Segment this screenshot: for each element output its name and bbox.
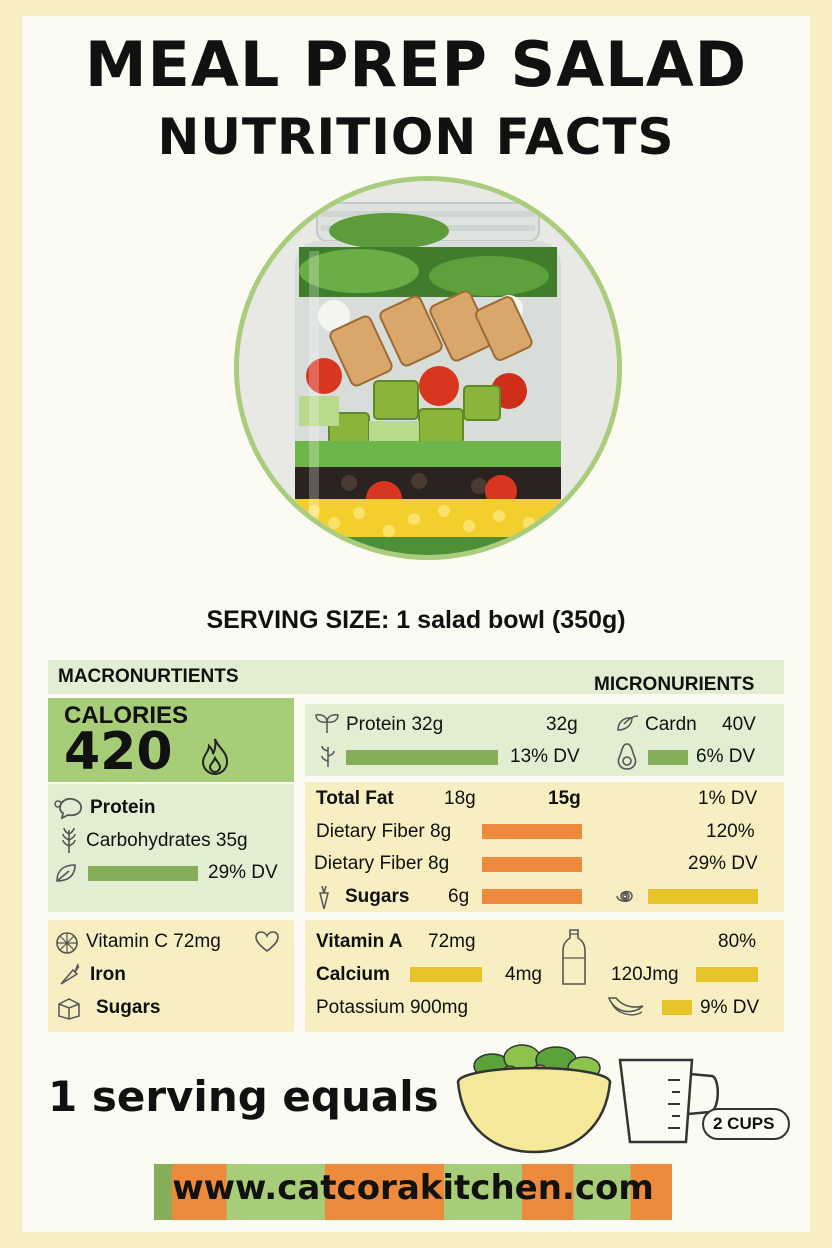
measuring-cup-icon xyxy=(616,1054,726,1151)
citrus-icon xyxy=(54,930,80,961)
cardn-dv-bar xyxy=(648,750,688,765)
calcium-label: Calcium xyxy=(316,964,390,985)
potassium-bar xyxy=(662,1000,692,1015)
protein-value: 32g xyxy=(546,714,578,735)
carbohydrates-dv-bar xyxy=(88,866,198,881)
protein-dv-bar xyxy=(346,750,498,765)
micronutrients-label: MICRONURIENTS xyxy=(594,674,755,695)
carbohydrates-dv: 29% DV xyxy=(208,862,278,883)
dietary-fiber-label-1: Dietary Fiber 8g xyxy=(316,821,452,842)
flame-icon xyxy=(198,736,232,781)
calcium-value-2: 120Jmg xyxy=(611,964,679,985)
macronutrients-label: MACRONURTIENTS xyxy=(58,666,239,687)
protein-dv: 13% DV xyxy=(510,746,580,767)
macro-protein-label: Protein xyxy=(90,797,156,818)
vitamin-a-value: 72mg xyxy=(428,931,476,952)
cardn-value: 40V xyxy=(722,714,756,735)
vitamin-a-dv: 80% xyxy=(718,931,757,952)
dietary-fiber-dv-1: 120% xyxy=(706,821,755,842)
total-fat-value-2: 15g xyxy=(548,788,581,809)
calcium-bar-2 xyxy=(696,967,758,982)
carrot-icon xyxy=(316,884,332,915)
sugars-label: Sugars xyxy=(345,886,410,907)
calcium-bar xyxy=(410,967,482,982)
serving-size: SERVING SIZE: 1 salad bowl (350g) xyxy=(206,606,626,634)
avocado-icon xyxy=(616,742,638,775)
sugars-bar-yellow xyxy=(648,889,758,904)
vitamin-a-label: Vitamin A xyxy=(316,931,403,952)
swirl-icon xyxy=(612,884,638,913)
dietary-fiber-bar-1 xyxy=(482,824,582,839)
sugars-value: 6g xyxy=(448,886,470,907)
calories-label: CALORIES xyxy=(64,702,189,729)
dietary-fiber-bar-2 xyxy=(482,857,582,872)
footer-url[interactable]: www.catcorakitchen.com xyxy=(172,1168,654,1208)
cups-label: 2 CUPS xyxy=(713,1114,775,1133)
potassium-dv: 9% DV xyxy=(700,997,760,1018)
iron-label: Iron xyxy=(90,964,126,985)
cheese-cube-icon xyxy=(56,994,86,1025)
total-fat-dv: 1% DV xyxy=(698,788,758,809)
sprout-icon xyxy=(314,712,340,739)
protein-label: Protein 32g xyxy=(346,714,444,735)
cardn-dv: 6% DV xyxy=(696,746,756,767)
leaf-icon xyxy=(54,862,78,889)
dietary-fiber-label-2: Dietary Fiber 8g xyxy=(314,853,450,874)
vitamins-left-box xyxy=(48,920,294,1032)
macro-carbohydrates-label: Carbohydrates 35g xyxy=(86,830,248,851)
salad-jar-photo xyxy=(234,176,622,560)
vitamin-c-label: Vitamin C 72mg xyxy=(86,931,221,952)
header-band xyxy=(48,660,784,694)
calories-value: 420 xyxy=(64,722,173,782)
macros-left-box xyxy=(48,784,294,912)
bottle-icon xyxy=(560,928,588,993)
leaf-small-icon xyxy=(318,744,338,773)
serving-equals-text: 1 serving equals xyxy=(48,1072,439,1121)
calcium-value: 4mg xyxy=(505,964,542,985)
cardn-label: Cardn xyxy=(645,714,697,735)
wheat-icon xyxy=(58,826,80,859)
calories-box xyxy=(48,698,294,782)
title-line-1: MEAL PREP SALAD xyxy=(84,28,748,101)
cups-badge xyxy=(702,1108,790,1140)
title-line-2: NUTRITION FACTS xyxy=(157,108,675,166)
footer-banner: www.catcorakitchen.com xyxy=(154,1164,672,1220)
herb-icon xyxy=(614,712,640,739)
salad-bowl-icon xyxy=(452,1040,616,1163)
heart-icon xyxy=(254,930,280,959)
sugars-bar-orange xyxy=(482,889,582,904)
potassium-label: Potassium 900mg xyxy=(316,997,469,1018)
total-fat-value: 18g xyxy=(444,788,476,809)
carrot-small-icon xyxy=(58,962,80,991)
dietary-fiber-dv-2: 29% DV xyxy=(688,853,758,874)
banana-icon xyxy=(606,990,646,1025)
total-fat-label: Total Fat xyxy=(316,788,394,809)
sugars-label-2: Sugars xyxy=(96,997,161,1018)
chicken-icon xyxy=(54,794,86,825)
